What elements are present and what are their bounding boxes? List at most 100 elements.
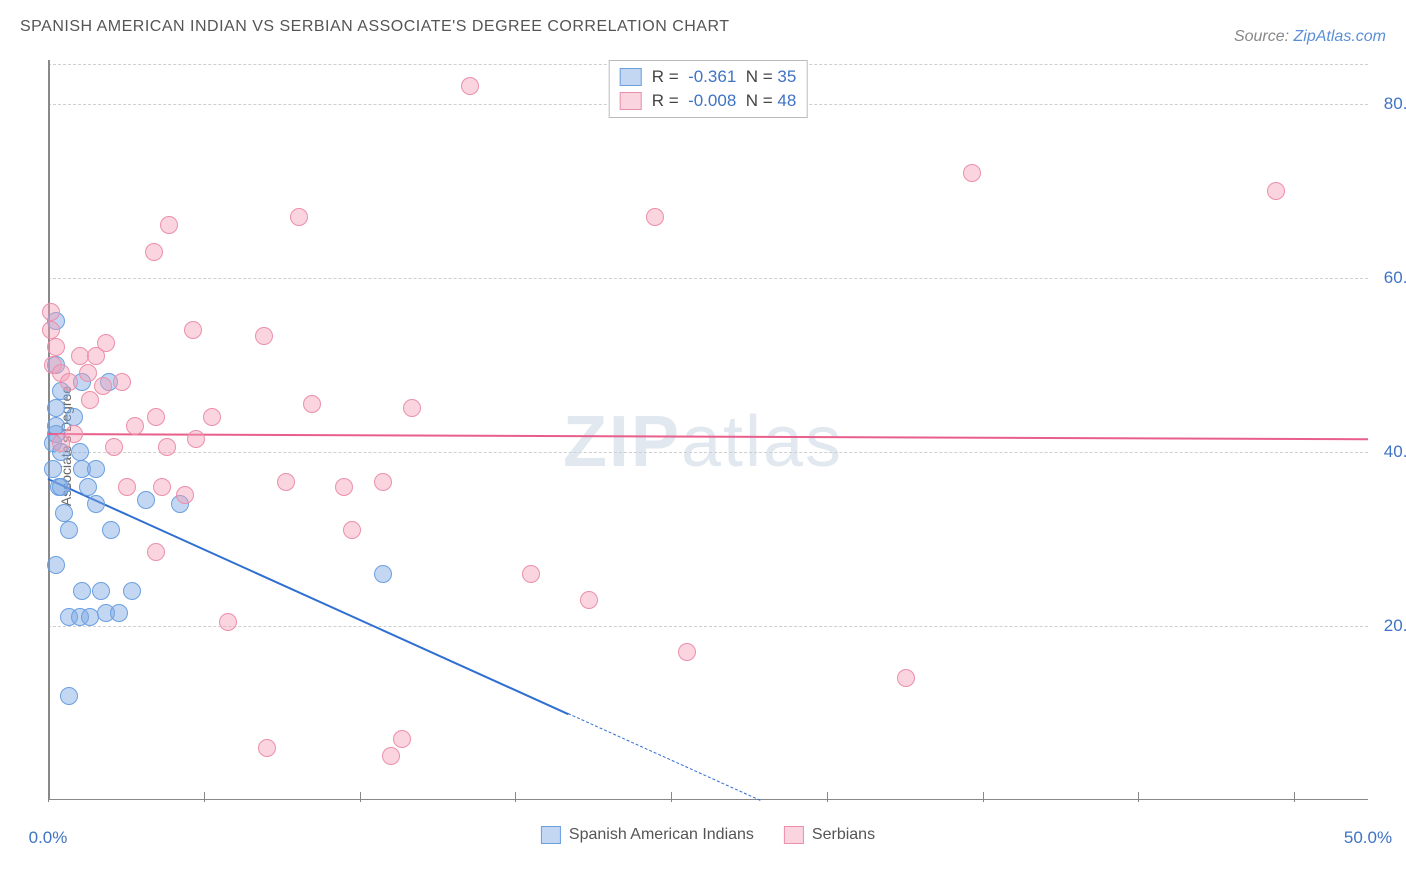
scatter-point [126, 417, 144, 435]
scatter-point [73, 582, 91, 600]
scatter-point [203, 408, 221, 426]
stats-legend: R = -0.361 N = 35 R = -0.008 N = 48 [609, 60, 808, 118]
scatter-point [118, 478, 136, 496]
xtick [1294, 792, 1295, 802]
scatter-point [123, 582, 141, 600]
xtick [827, 792, 828, 802]
scatter-point [646, 208, 664, 226]
xtick [515, 792, 516, 802]
scatter-point [47, 338, 65, 356]
scatter-point [374, 565, 392, 583]
scatter-point [963, 164, 981, 182]
scatter-point [1267, 182, 1285, 200]
legend-swatch [784, 826, 804, 844]
scatter-point [403, 399, 421, 417]
gridline [48, 626, 1368, 627]
xtick-label: 0.0% [29, 828, 68, 848]
legend-item: Spanish American Indians [541, 826, 754, 844]
scatter-point [81, 391, 99, 409]
legend-swatch [541, 826, 561, 844]
scatter-point [255, 327, 273, 345]
xtick [1138, 792, 1139, 802]
scatter-point [158, 438, 176, 456]
scatter-point [580, 591, 598, 609]
legend-swatch [620, 92, 642, 110]
ytick-label: 20.0% [1384, 616, 1406, 636]
legend-text: R = -0.361 N = 35 [652, 67, 797, 87]
scatter-point [60, 687, 78, 705]
gridline [48, 278, 1368, 279]
scatter-point [79, 364, 97, 382]
scatter-point [79, 478, 97, 496]
scatter-point [113, 373, 131, 391]
scatter-point [147, 543, 165, 561]
xtick [204, 792, 205, 802]
chart-title: SPANISH AMERICAN INDIAN VS SERBIAN ASSOC… [20, 18, 730, 36]
scatter-point [60, 521, 78, 539]
scatter-point [522, 565, 540, 583]
scatter-point [47, 556, 65, 574]
trend-line [568, 713, 761, 801]
scatter-point [219, 613, 237, 631]
scatter-point [102, 521, 120, 539]
scatter-point [47, 399, 65, 417]
plot-area: 20.0%40.0%60.0%80.0%0.0%50.0% [48, 60, 1368, 800]
source-label: Source: [1234, 28, 1289, 45]
scatter-point [147, 408, 165, 426]
scatter-point [137, 491, 155, 509]
xtick [983, 792, 984, 802]
scatter-point [145, 243, 163, 261]
scatter-point [335, 478, 353, 496]
scatter-chart: 20.0%40.0%60.0%80.0%0.0%50.0% R = -0.361… [48, 60, 1368, 800]
scatter-point [382, 747, 400, 765]
scatter-point [277, 473, 295, 491]
scatter-point [678, 643, 696, 661]
scatter-point [87, 495, 105, 513]
series-legend: Spanish American Indians Serbians [541, 826, 875, 844]
scatter-point [97, 334, 115, 352]
scatter-point [47, 417, 65, 435]
scatter-point [290, 208, 308, 226]
scatter-point [303, 395, 321, 413]
scatter-point [153, 478, 171, 496]
scatter-point [258, 739, 276, 757]
xtick [671, 792, 672, 802]
scatter-point [160, 216, 178, 234]
xtick [360, 792, 361, 802]
source-link[interactable]: ZipAtlas.com [1294, 28, 1386, 45]
xtick-label: 50.0% [1344, 828, 1392, 848]
scatter-point [52, 478, 70, 496]
ytick-label: 80.0% [1384, 94, 1406, 114]
scatter-point [92, 582, 110, 600]
scatter-point [42, 303, 60, 321]
scatter-point [55, 504, 73, 522]
scatter-point [65, 408, 83, 426]
scatter-point [71, 443, 89, 461]
source-attribution: Source: ZipAtlas.com [1234, 28, 1386, 46]
scatter-point [87, 460, 105, 478]
scatter-point [105, 438, 123, 456]
scatter-point [60, 373, 78, 391]
scatter-point [176, 486, 194, 504]
legend-text: R = -0.008 N = 48 [652, 91, 797, 111]
scatter-point [897, 669, 915, 687]
xtick [48, 792, 49, 802]
scatter-point [184, 321, 202, 339]
ytick-label: 60.0% [1384, 268, 1406, 288]
scatter-point [461, 77, 479, 95]
scatter-point [393, 730, 411, 748]
scatter-point [343, 521, 361, 539]
x-axis [48, 799, 1368, 801]
ytick-label: 40.0% [1384, 442, 1406, 462]
legend-row: R = -0.008 N = 48 [620, 89, 797, 113]
legend-label: Spanish American Indians [569, 826, 754, 844]
scatter-point [42, 321, 60, 339]
scatter-point [110, 604, 128, 622]
legend-row: R = -0.361 N = 35 [620, 65, 797, 89]
legend-swatch [620, 68, 642, 86]
legend-item: Serbians [784, 826, 875, 844]
scatter-point [44, 460, 62, 478]
trend-line [48, 433, 1368, 440]
legend-label: Serbians [812, 826, 875, 844]
gridline [48, 452, 1368, 453]
